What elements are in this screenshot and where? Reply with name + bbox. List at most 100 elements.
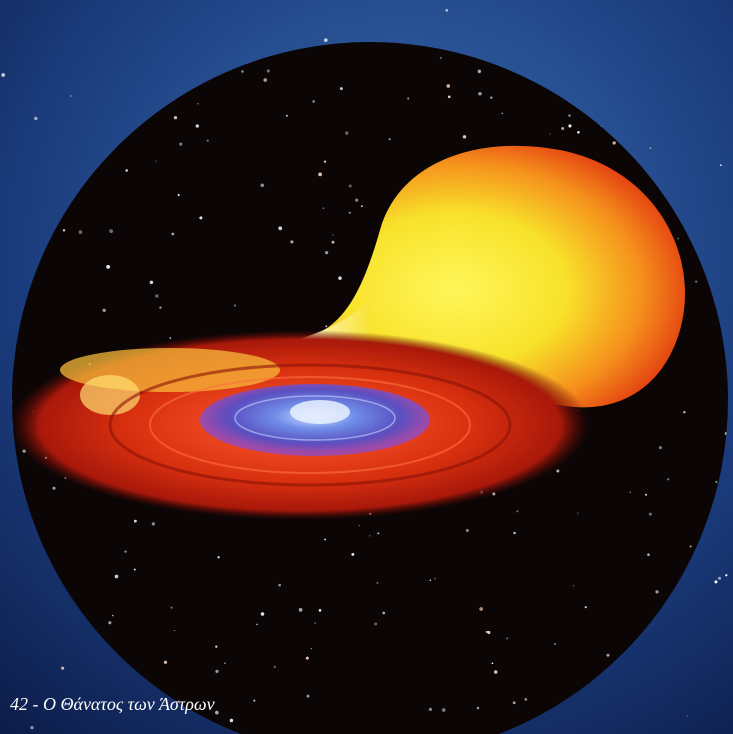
star xyxy=(312,100,315,103)
star xyxy=(125,169,129,172)
star xyxy=(477,69,482,74)
caption: 42 - Ο Θάνατος των Άστρων xyxy=(10,694,215,714)
star xyxy=(683,410,686,414)
star xyxy=(374,622,378,626)
star xyxy=(434,577,436,580)
star xyxy=(348,211,351,214)
star xyxy=(345,131,349,135)
star xyxy=(446,84,451,88)
star xyxy=(369,535,371,537)
star xyxy=(112,614,114,617)
star xyxy=(725,574,728,577)
star xyxy=(506,637,509,640)
star xyxy=(648,512,652,516)
star xyxy=(290,240,294,244)
star xyxy=(717,576,722,580)
star xyxy=(70,95,72,97)
star xyxy=(260,183,265,188)
star xyxy=(324,538,326,541)
scene-group xyxy=(12,42,728,723)
star xyxy=(407,97,410,100)
star xyxy=(314,622,316,624)
star xyxy=(324,38,328,42)
star xyxy=(273,665,276,669)
star xyxy=(429,579,432,582)
star xyxy=(109,229,114,233)
star xyxy=(102,308,106,313)
star xyxy=(715,480,718,484)
star xyxy=(298,608,303,612)
star xyxy=(358,525,360,527)
star xyxy=(253,699,256,702)
disk-ring xyxy=(108,363,512,487)
star xyxy=(689,545,692,548)
star xyxy=(285,114,288,117)
star xyxy=(465,529,469,533)
star xyxy=(224,662,226,664)
star xyxy=(382,611,386,615)
white-dwarf xyxy=(290,400,350,424)
star xyxy=(173,116,178,120)
star xyxy=(331,240,335,244)
star xyxy=(360,205,363,208)
star xyxy=(447,95,451,99)
star xyxy=(323,160,327,163)
star xyxy=(649,147,651,149)
star xyxy=(241,70,244,73)
star xyxy=(445,9,449,12)
star xyxy=(572,585,575,587)
star xyxy=(428,707,433,711)
star xyxy=(553,642,556,645)
star xyxy=(439,56,442,59)
star xyxy=(501,112,503,115)
star xyxy=(171,232,175,236)
star xyxy=(149,280,154,285)
star xyxy=(1,73,6,77)
star xyxy=(516,510,519,513)
star xyxy=(305,656,309,660)
star xyxy=(34,116,38,121)
star xyxy=(719,164,722,167)
star xyxy=(339,87,343,91)
star xyxy=(310,647,312,650)
star xyxy=(478,91,482,96)
star xyxy=(629,491,632,494)
star xyxy=(215,669,219,674)
star xyxy=(561,127,565,130)
star xyxy=(376,581,379,584)
star xyxy=(155,160,157,162)
star xyxy=(479,607,483,611)
star xyxy=(338,276,342,280)
star xyxy=(388,138,391,141)
star xyxy=(686,715,688,717)
star xyxy=(206,139,209,142)
star xyxy=(351,552,355,556)
star xyxy=(278,583,281,587)
star xyxy=(233,304,237,307)
star xyxy=(151,522,156,526)
star xyxy=(612,141,616,145)
star xyxy=(318,609,322,612)
star xyxy=(606,653,610,657)
star xyxy=(159,306,162,309)
star xyxy=(30,726,34,730)
star xyxy=(355,198,359,202)
star xyxy=(322,207,325,209)
star xyxy=(199,216,203,220)
star xyxy=(78,230,83,234)
star xyxy=(106,265,110,269)
star xyxy=(177,194,180,197)
star xyxy=(487,630,491,634)
star xyxy=(695,280,698,283)
star xyxy=(12,400,13,403)
star xyxy=(325,325,328,328)
star xyxy=(714,580,718,584)
star xyxy=(549,133,551,135)
star xyxy=(266,69,270,73)
star xyxy=(512,701,516,705)
star xyxy=(229,718,234,723)
star xyxy=(577,512,579,514)
star xyxy=(647,553,650,556)
